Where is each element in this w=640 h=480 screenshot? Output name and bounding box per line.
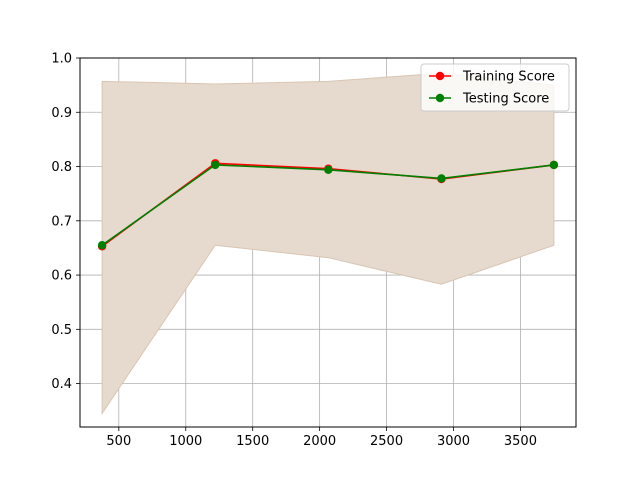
plot-frame: [79, 57, 577, 428]
score-band-area: [101, 72, 555, 416]
training-score-legend-label: Training Score: [462, 70, 555, 85]
y-tick-label: 0.9: [51, 106, 72, 121]
x-tick-label: 1000: [169, 434, 202, 449]
y-tick-label: 0.7: [51, 214, 72, 229]
x-axis: 500 1000 1500 2000 2500 3000 3500: [106, 427, 537, 449]
series-layer: [97, 159, 559, 251]
testing-score-legend-label: Testing Score: [462, 92, 549, 107]
x-tick-label: 3000: [437, 434, 470, 449]
x-tick-label: 1500: [236, 434, 269, 449]
y-tick-label: 0.6: [51, 269, 72, 284]
x-tick-label: 2500: [370, 434, 403, 449]
y-tick-label: 1.0: [51, 52, 72, 67]
x-tick-label: 500: [106, 434, 131, 449]
testing-score-point: [324, 165, 333, 174]
legend-box: [420, 63, 570, 112]
x-tick-label: 3500: [504, 434, 537, 449]
testing-score-legend-marker: [435, 93, 445, 103]
x-tick-label: 2000: [303, 434, 336, 449]
testing-score-point: [211, 160, 220, 170]
y-tick-label: 0.8: [51, 160, 72, 175]
legend: Training Score Testing Score: [420, 63, 570, 112]
y-axis: 0.4 0.5 0.6 0.7 0.8 0.9 1.0: [51, 52, 80, 392]
testing-score-point: [97, 241, 107, 250]
y-tick-label: 0.4: [51, 377, 72, 392]
score-band: [101, 72, 555, 416]
y-tick-label: 0.5: [51, 323, 72, 338]
testing-score-point: [437, 174, 446, 183]
training-score-legend-marker: [435, 71, 445, 81]
testing-score-point: [549, 160, 559, 170]
